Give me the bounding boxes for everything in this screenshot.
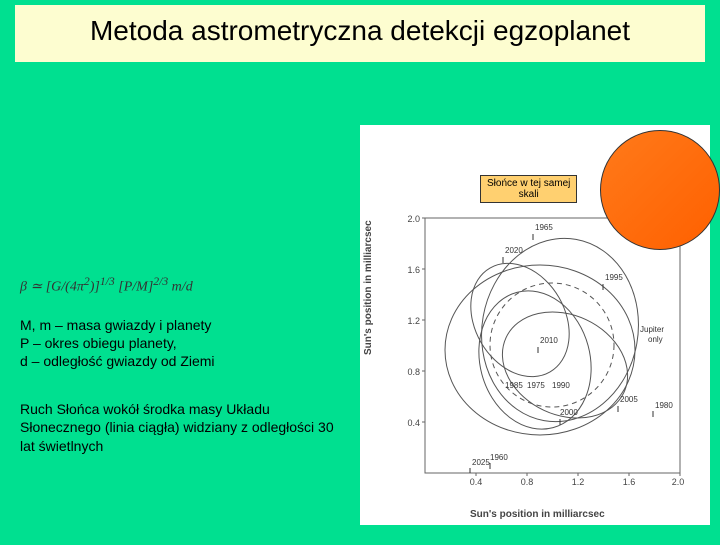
formula: β ≃ [G/(4π2)]1/3 [P/M]2/3 m/d (20, 275, 340, 296)
svg-text:0.4: 0.4 (470, 477, 483, 487)
sun-label-line: skali (519, 189, 539, 200)
variable-definitions: M, m – masa gwiazdy i planety P – okres … (20, 316, 340, 371)
svg-text:2.0: 2.0 (407, 214, 420, 224)
svg-text:1.2: 1.2 (407, 316, 420, 326)
chart-caption: Ruch Słońca wokół środka masy Układu Sło… (20, 400, 340, 455)
svg-text:2.0: 2.0 (672, 477, 685, 487)
sun-disk-icon (600, 130, 720, 250)
svg-text:1995: 1995 (605, 273, 623, 282)
svg-text:1.6: 1.6 (407, 265, 420, 275)
svg-text:1985: 1985 (505, 381, 523, 390)
sun-scale-label: Słońce w tej samej skali (480, 175, 577, 203)
svg-text:2005: 2005 (620, 395, 638, 404)
svg-text:0.4: 0.4 (407, 418, 420, 428)
svg-text:2020: 2020 (505, 246, 523, 255)
svg-text:0.8: 0.8 (521, 477, 534, 487)
svg-text:2025: 2025 (472, 458, 490, 467)
left-column: β ≃ [G/(4π2)]1/3 [P/M]2/3 m/d M, m – mas… (20, 275, 340, 455)
x-axis-label: Sun's position in milliarcsec (470, 509, 605, 520)
svg-text:only: only (648, 335, 663, 344)
svg-text:1980: 1980 (655, 401, 673, 410)
page-title: Metoda astrometryczna detekcji egzoplane… (35, 15, 685, 47)
def-line: d – odległość gwiazdy od Ziemi (20, 352, 340, 370)
wobble-plot: 2.0 1.6 1.2 0.8 0.4 0.4 0.8 1.2 1.6 2.0 (400, 210, 690, 500)
chart-panel: Słońce w tej samej skali Sun's position … (360, 125, 710, 525)
svg-text:1975: 1975 (527, 381, 545, 390)
def-line: P – okres obiegu planety, (20, 334, 340, 352)
svg-text:1965: 1965 (535, 223, 553, 232)
svg-text:2010: 2010 (540, 336, 558, 345)
svg-text:Jupiter: Jupiter (640, 325, 664, 334)
sun-label-line: Słońce w tej samej (487, 178, 570, 189)
svg-text:1960: 1960 (490, 453, 508, 462)
svg-text:1.2: 1.2 (572, 477, 585, 487)
svg-text:1990: 1990 (552, 381, 570, 390)
y-axis-label: Sun's position in milliarcsec (363, 220, 374, 355)
svg-text:0.8: 0.8 (407, 367, 420, 377)
svg-text:1.6: 1.6 (623, 477, 636, 487)
svg-text:2000: 2000 (560, 408, 578, 417)
def-line: M, m – masa gwiazdy i planety (20, 316, 340, 334)
title-box: Metoda astrometryczna detekcji egzoplane… (15, 5, 705, 62)
